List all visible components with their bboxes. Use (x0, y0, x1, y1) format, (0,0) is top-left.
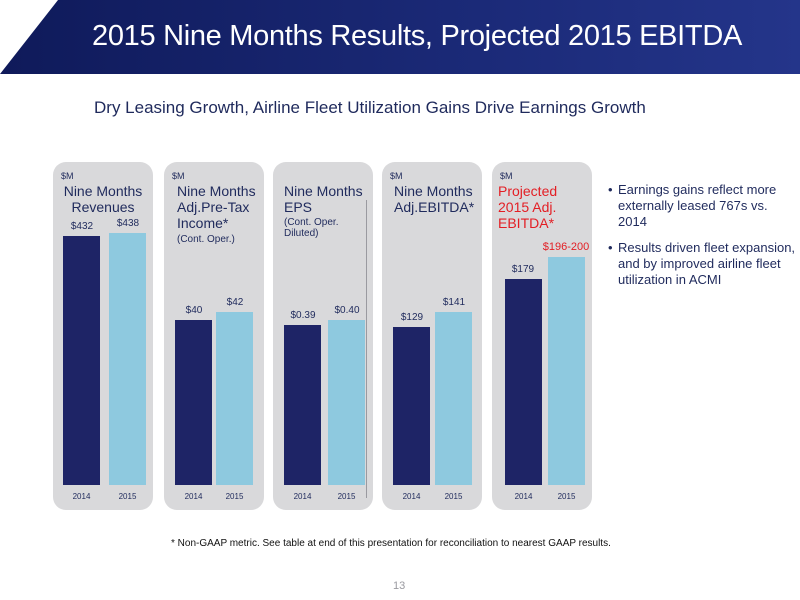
value-label-2014: $40 (185, 305, 203, 316)
x-label-2014: 2014 (72, 492, 91, 501)
chart-panel-ebitda: $M Nine Months Adj.EBITDA* $129 $141 201… (382, 162, 482, 510)
x-label-2014: 2014 (402, 492, 421, 501)
chart-panel-eps: Nine Months EPS (Cont. Oper. Diluted) $0… (273, 162, 373, 510)
bar-2015 (216, 312, 253, 485)
value-label-2015: $42 (226, 297, 244, 308)
footnote: * Non-GAAP metric. See table at end of t… (171, 538, 611, 549)
chart-title: Projected 2015 Adj. EBITDA* (498, 183, 558, 231)
unit-label: $M (172, 171, 185, 181)
value-label-2015: $438 (116, 218, 140, 229)
bar-2014 (284, 325, 321, 485)
value-label-2015: $0.40 (334, 305, 360, 316)
x-label-2014: 2014 (514, 492, 533, 501)
chart-panel-pretax-income: $M Nine Months Adj.Pre-Tax Income* (Cont… (164, 162, 264, 510)
unit-label: $M (390, 171, 403, 181)
bar-2014 (63, 236, 100, 485)
chart-subtitle: (Cont. Oper.) (177, 234, 235, 245)
chart-panel-projected-ebitda: $M Projected 2015 Adj. EBITDA* $179 $196… (492, 162, 592, 510)
value-label-2015: $141 (442, 297, 466, 308)
bar-2015 (435, 312, 472, 485)
chart-title: Nine Months Adj.Pre-Tax Income* (177, 183, 256, 231)
unit-label: $M (500, 171, 513, 181)
value-label-2014: $432 (70, 221, 94, 232)
chart-subtitle: (Cont. Oper. Diluted) (284, 217, 339, 239)
bar-2014 (175, 320, 212, 485)
bar-2014 (393, 327, 430, 485)
bullet-item: • Earnings gains reflect more externally… (608, 182, 798, 230)
chart-title: Nine Months EPS (284, 183, 363, 215)
page-title: 2015 Nine Months Results, Projected 2015… (92, 20, 743, 52)
x-label-2015: 2015 (118, 492, 137, 501)
bar-2015 (328, 320, 365, 485)
value-label-2014: $129 (400, 312, 424, 323)
header-bar (0, 0, 800, 74)
bar-2015 (548, 257, 585, 485)
bar-2015 (109, 233, 146, 485)
bullet-item: • Results driven fleet expansion, and by… (608, 240, 798, 288)
unit-label: $M (61, 171, 74, 181)
bullet-text: Earnings gains reflect more externally l… (618, 182, 777, 229)
chart-title: Nine Months Revenues (63, 183, 143, 215)
bullet-text: Results driven fleet expansion, and by i… (618, 240, 796, 287)
divider-line (366, 200, 367, 498)
x-label-2015: 2015 (337, 492, 356, 501)
bullet-dot-icon: • (608, 240, 613, 255)
value-label-2014: $179 (511, 264, 535, 275)
x-label-2015: 2015 (225, 492, 244, 501)
x-label-2014: 2014 (184, 492, 203, 501)
chart-panel-revenues: $M Nine Months Revenues $432 $438 2014 2… (53, 162, 153, 510)
page-subtitle: Dry Leasing Growth, Airline Fleet Utiliz… (94, 98, 646, 117)
bar-2014 (505, 279, 542, 485)
header-notch (0, 0, 58, 74)
value-label-2015: $196-200 (542, 241, 590, 253)
page-number: 13 (393, 580, 406, 592)
chart-title: Nine Months Adj.EBITDA* (394, 183, 475, 215)
bullet-dot-icon: • (608, 182, 613, 197)
value-label-2014: $0.39 (290, 310, 316, 321)
x-label-2015: 2015 (557, 492, 576, 501)
x-label-2014: 2014 (293, 492, 312, 501)
x-label-2015: 2015 (444, 492, 463, 501)
bullet-list: • Earnings gains reflect more externally… (608, 182, 798, 298)
